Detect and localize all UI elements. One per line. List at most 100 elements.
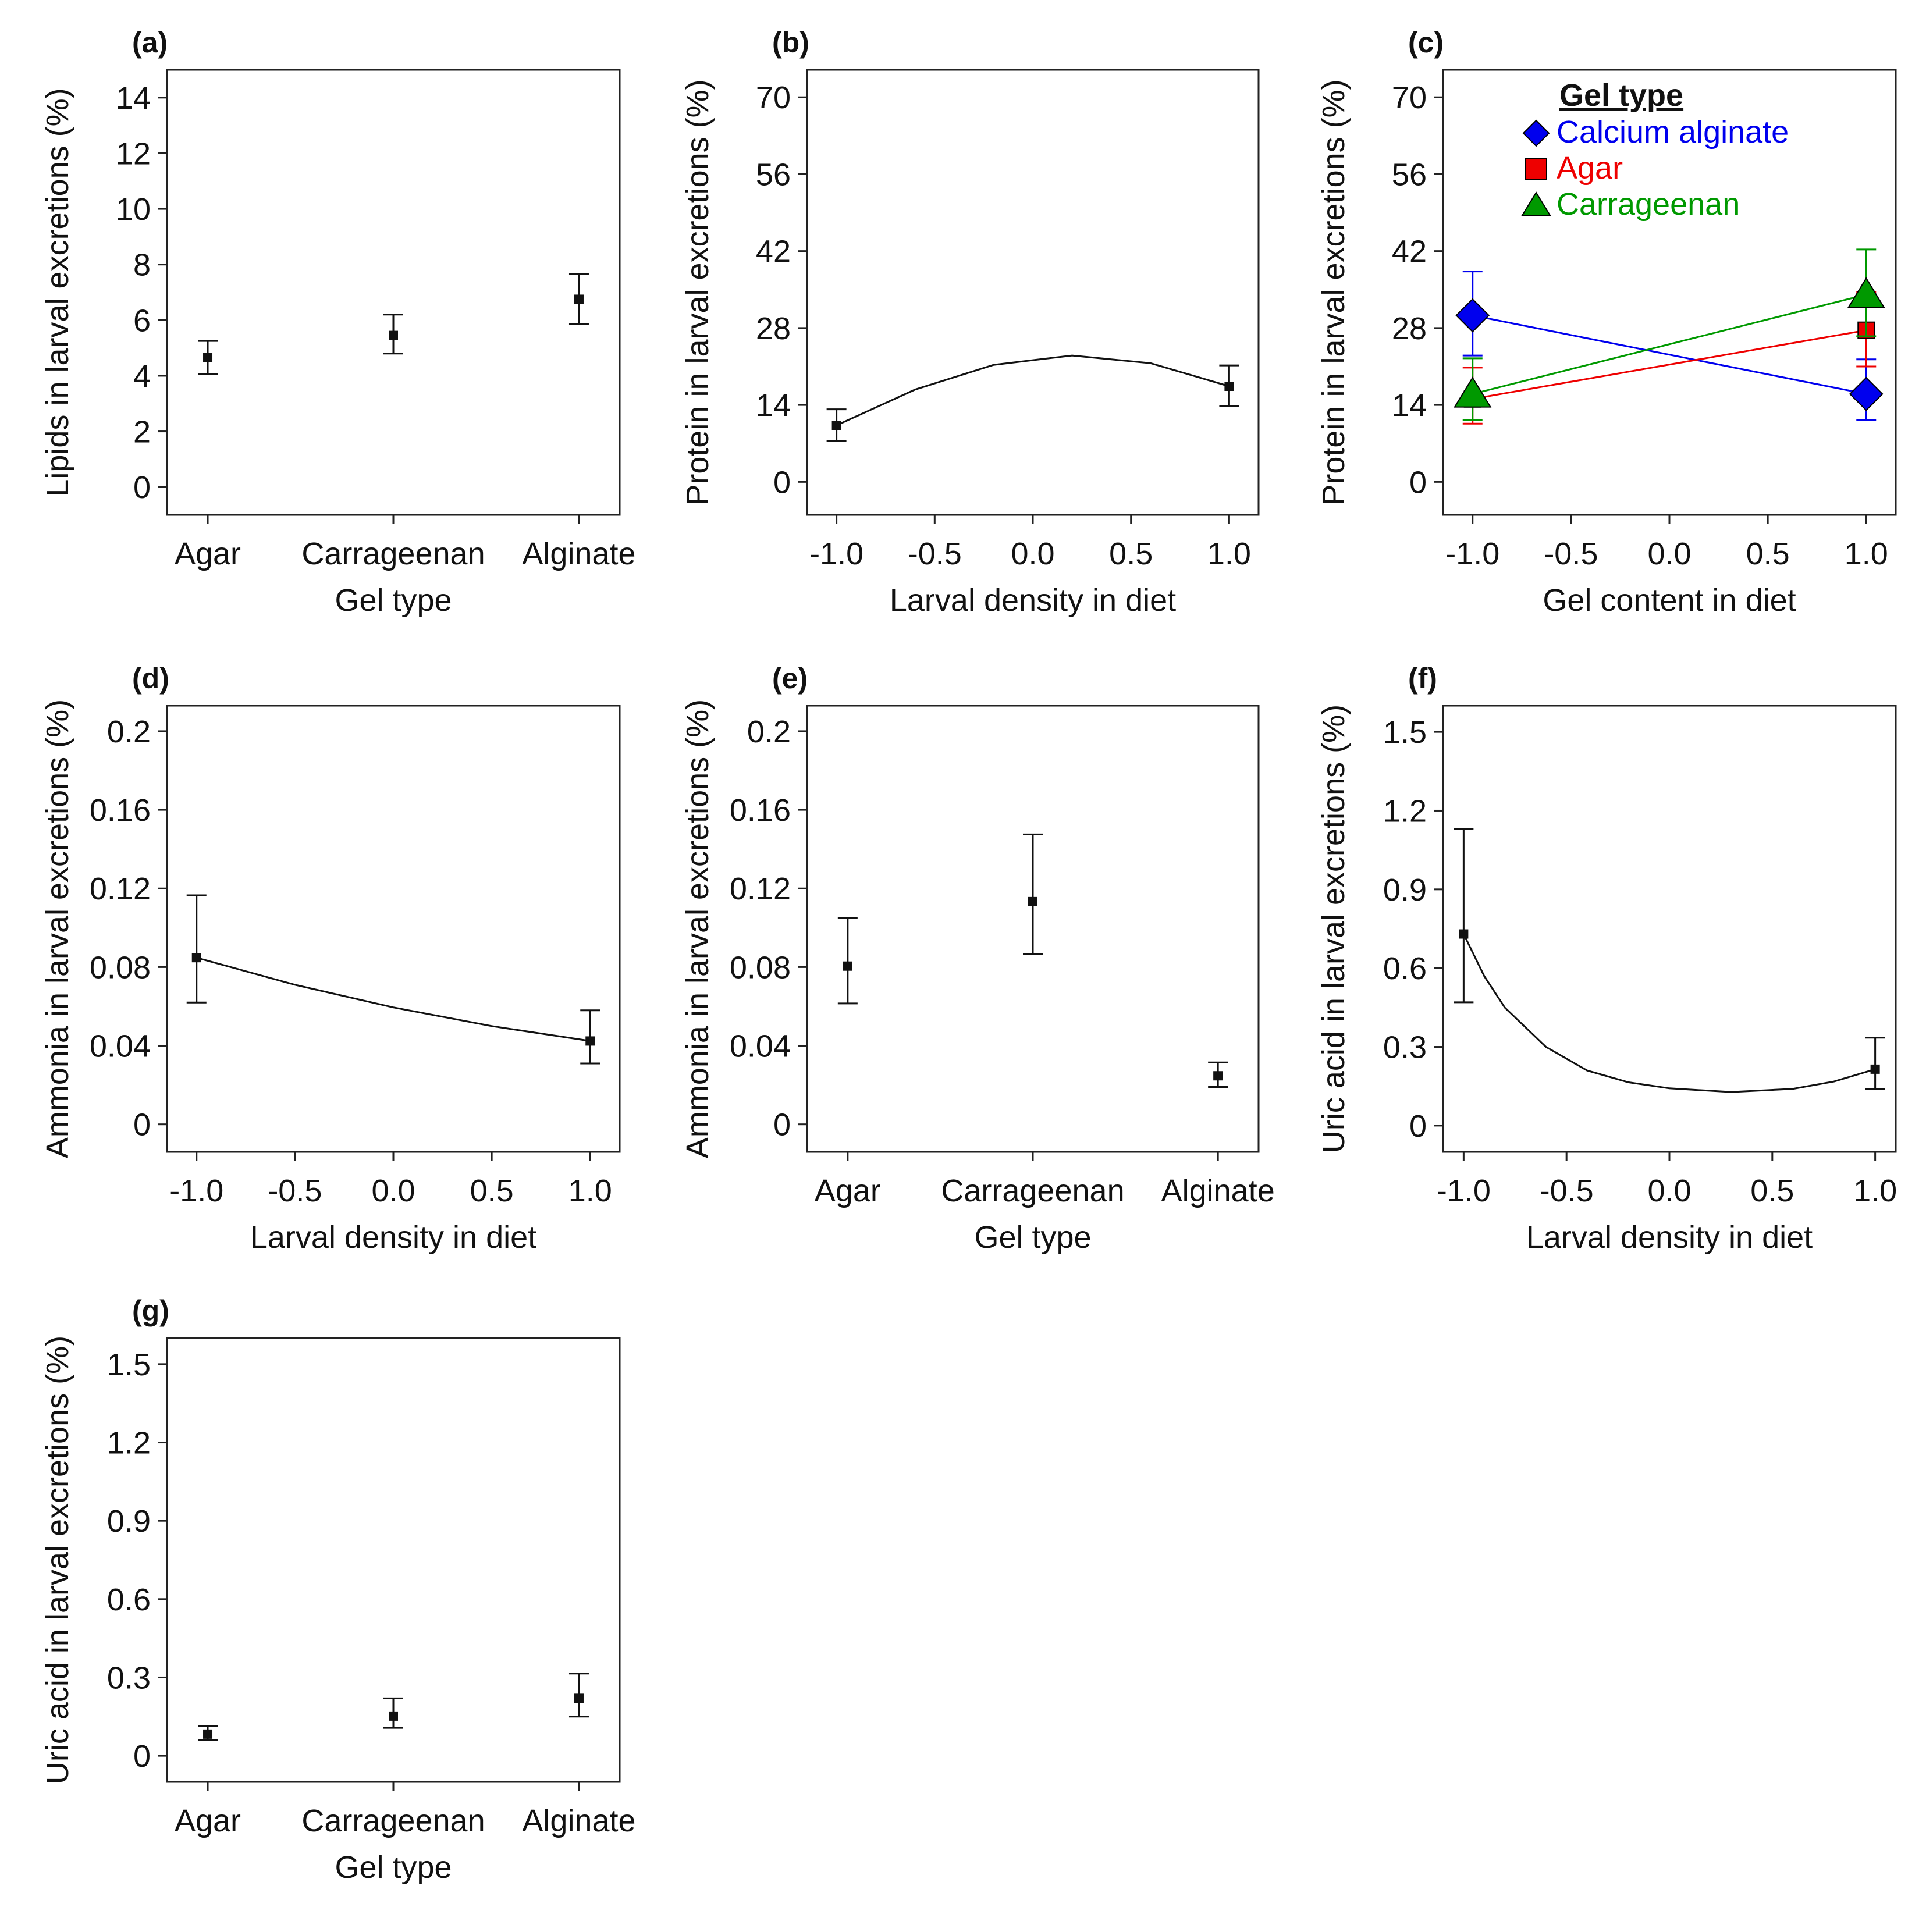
panel-label: (f) [1408, 662, 1437, 695]
plot-frame [166, 705, 621, 1153]
panel-f: (f) 0 0.3 0.6 0.9 1.2 1.5 -1.0 -0.5 0.0 0.5 1.0 Larv… [1316, 662, 1897, 1255]
x-tick-label: -0.5 [1540, 1173, 1594, 1208]
data-point [574, 294, 584, 304]
y-tick-label: 12 [116, 136, 151, 171]
data-point [843, 961, 852, 971]
y-tick-label: 0.12 [90, 871, 151, 906]
y-tick-label: 0.3 [107, 1660, 151, 1695]
panel-label: (g) [132, 1294, 169, 1327]
x-tick-label: Alginate [522, 536, 635, 571]
y-tick-label: 70 [756, 80, 791, 115]
x-tick-label: Agar [175, 1803, 241, 1838]
y-axis-title: Ammonia in larval excretions (%) [680, 699, 715, 1158]
series-line [1472, 314, 1867, 395]
x-tick-label: 0.5 [1109, 536, 1153, 571]
x-tick-label: Agar [175, 536, 241, 571]
x-tick-label: -1.0 [169, 1173, 223, 1208]
y-tick-label: 14 [116, 81, 151, 116]
data-point [191, 953, 201, 963]
y-tick-label: 0 [773, 1108, 791, 1143]
x-tick-label: 1.0 [568, 1173, 612, 1208]
fit-curve [196, 956, 591, 1042]
x-tick-label: Carrageenan [301, 1803, 485, 1838]
data-point [1847, 277, 1885, 308]
y-tick-label: 0.2 [747, 714, 791, 749]
y-tick-label: 0.9 [107, 1504, 151, 1539]
data-point [389, 1711, 398, 1721]
x-axis-title: Gel type [335, 1850, 452, 1885]
panel-label: (d) [132, 662, 169, 695]
y-tick-label: 0.6 [107, 1582, 151, 1617]
legend-marker [1521, 191, 1551, 216]
y-tick-label: 6 [133, 303, 151, 338]
x-tick-label: -1.0 [1437, 1173, 1491, 1208]
x-tick-label: -0.5 [268, 1173, 322, 1208]
x-axis-title: Gel content in diet [1543, 583, 1796, 618]
x-tick-label: Alginate [522, 1803, 635, 1838]
y-tick-label: 4 [133, 359, 151, 394]
legend-marker [1525, 158, 1547, 180]
y-tick-label: 1.2 [1383, 794, 1427, 828]
data-point [203, 353, 213, 362]
x-axis-title: Larval density in diet [890, 583, 1176, 618]
x-tick-label: Carrageenan [301, 536, 485, 571]
panel-label: (c) [1408, 26, 1444, 59]
y-tick-label: 0.6 [1383, 951, 1427, 986]
y-tick-label: 70 [1392, 80, 1427, 115]
legend-marker [1522, 119, 1550, 147]
x-tick-label: 0.0 [1011, 536, 1054, 571]
x-axis-title: Larval density in diet [250, 1220, 536, 1255]
y-axis-title: Protein in larval excretions (%) [1316, 79, 1351, 505]
y-tick-label: 1.5 [1383, 715, 1427, 750]
x-tick-label: 0.5 [1750, 1173, 1794, 1208]
x-axis-title: Larval density in diet [1526, 1220, 1813, 1255]
y-axis-title: Protein in larval excretions (%) [680, 79, 715, 505]
y-tick-label: 10 [116, 192, 151, 227]
panel-label: (b) [772, 26, 809, 59]
y-tick-label: 28 [1392, 311, 1427, 346]
y-tick-label: 8 [133, 248, 151, 283]
series-line [1472, 329, 1867, 400]
data-point [1849, 376, 1884, 411]
panel-g: (g) 0 0.3 0.6 0.9 1.2 1.5 Agar Carrageenan Algina… [40, 1294, 636, 1885]
y-tick-label: 0 [1409, 1109, 1427, 1144]
data-point [389, 330, 398, 340]
data-point [574, 1693, 584, 1703]
panel-c: (c) 0 14 28 42 56 70 -1.0 -0.5 0.0 0.5 1.0 Gel conte… [1316, 26, 1897, 618]
y-tick-label: 42 [1392, 234, 1427, 269]
x-tick-label: Carrageenan [941, 1173, 1124, 1208]
x-tick-label: -0.5 [1544, 536, 1598, 571]
panel-b: (b) 0 14 28 42 56 70 -1.0 -0.5 0.0 0.5 1.0 Larval de… [680, 26, 1260, 618]
y-tick-label: 2 [133, 415, 151, 450]
panel-e: (e) 0 0.04 0.08 0.12 0.16 0.2 Agar Carrageenan Al… [680, 662, 1275, 1255]
panel-d: (d) 0 0.04 0.08 0.12 0.16 0.2 -1.0 -0.5 0.0 0.5 1.0… [40, 662, 621, 1255]
x-tick-label: 0.0 [371, 1173, 415, 1208]
data-point [1224, 382, 1234, 391]
legend-entry: Carrageenan [1557, 187, 1740, 222]
legend-entry: Agar [1557, 151, 1623, 186]
x-tick-label: Agar [815, 1173, 881, 1208]
panel-label: (e) [772, 662, 808, 695]
y-tick-label: 28 [756, 311, 791, 346]
panel-a: (a) 0 2 4 6 8 10 12 14 Agar Carrageenan Alginate Gel… [40, 26, 636, 618]
y-tick-label: 1.2 [107, 1426, 151, 1461]
y-tick-label: 56 [756, 157, 791, 192]
fit-curve [836, 354, 1229, 426]
x-tick-label: 1.0 [1207, 536, 1251, 571]
series-line [1472, 293, 1867, 395]
y-tick-label: 0 [133, 1739, 151, 1774]
x-tick-label: -0.5 [908, 536, 962, 571]
x-axis-title: Gel type [335, 583, 452, 618]
x-tick-label: Alginate [1161, 1173, 1275, 1208]
data-point [1870, 1064, 1880, 1074]
y-tick-label: 14 [756, 388, 791, 423]
y-tick-label: 0.12 [730, 871, 791, 906]
y-tick-label: 56 [1392, 157, 1427, 192]
x-tick-label: 1.0 [1845, 536, 1888, 571]
y-axis-title: Uric acid in larval excretions (%) [1316, 705, 1351, 1153]
y-axis-title: Uric acid in larval excretions (%) [40, 1336, 75, 1784]
data-point [1028, 896, 1037, 906]
fit-curve [1463, 933, 1876, 1093]
